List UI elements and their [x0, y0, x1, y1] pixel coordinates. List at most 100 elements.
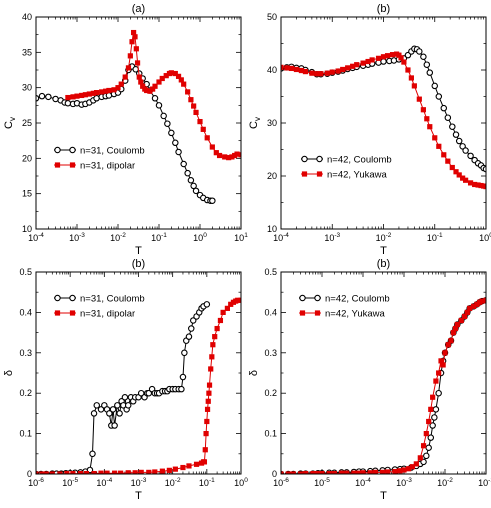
y-tick-label: 0.3	[19, 348, 32, 358]
data-point	[479, 298, 485, 304]
data-point	[454, 321, 460, 328]
data-point	[178, 77, 184, 83]
data-point	[338, 470, 345, 474]
data-point	[436, 143, 442, 149]
data-point	[319, 470, 325, 474]
x-tick-label: 10-2	[437, 477, 453, 488]
data-point	[39, 471, 45, 474]
legend-label: n=31, Coulomb	[80, 146, 145, 157]
data-point	[456, 172, 462, 178]
series-1	[36, 301, 211, 474]
legend-label: n=31, dipolar	[80, 309, 135, 320]
data-point	[442, 350, 448, 356]
data-point	[181, 81, 187, 87]
series-2	[36, 297, 241, 474]
data-point	[367, 470, 373, 474]
data-point	[423, 431, 429, 437]
legend-marker	[314, 294, 321, 302]
x-axis-label: T	[380, 490, 387, 502]
data-point	[449, 164, 455, 171]
x-tick-label: 10-1	[478, 477, 491, 488]
data-point	[401, 467, 407, 473]
data-point	[416, 96, 422, 102]
data-point	[116, 410, 123, 417]
x-tick-label: 10-4	[28, 232, 44, 243]
data-point	[405, 67, 411, 73]
data-point	[159, 75, 165, 82]
data-point	[140, 83, 146, 89]
data-point	[79, 92, 85, 99]
data-point	[202, 447, 208, 453]
data-point	[420, 443, 427, 449]
data-point	[172, 466, 178, 472]
data-point	[156, 79, 162, 85]
data-point	[203, 431, 209, 437]
data-point	[228, 301, 234, 307]
data-point	[372, 469, 378, 474]
y-tick-label: 0.5	[19, 267, 32, 277]
data-point	[309, 70, 315, 76]
legend-marker	[54, 294, 61, 302]
data-point	[444, 114, 452, 121]
data-point	[203, 301, 211, 308]
data-point	[138, 79, 144, 85]
data-point	[467, 305, 473, 311]
legend-marker	[316, 155, 323, 163]
data-point	[201, 459, 208, 465]
panel-2: 10-4 10-3 10-2 10-1 100 10 20 30 40 50 (b) T Cv n=42,…	[248, 3, 491, 257]
legend-label: n=42, Yukawa	[327, 170, 387, 181]
data-point	[197, 118, 203, 125]
legend: n=42, Coulomb n=42, Yukawa	[299, 294, 390, 320]
series-2	[65, 29, 241, 161]
data-point	[65, 94, 71, 101]
data-point	[475, 182, 481, 188]
x-tick-label: 10-4	[273, 232, 289, 243]
data-point	[285, 471, 291, 474]
panel-title: (b)	[377, 3, 390, 15]
data-point	[297, 471, 304, 474]
data-point	[467, 152, 474, 160]
data-point	[302, 68, 309, 75]
data-point	[397, 468, 403, 474]
data-point	[335, 68, 341, 74]
data-point	[450, 330, 456, 336]
data-point	[430, 394, 436, 400]
data-point	[86, 91, 92, 97]
x-tick-label: 100	[234, 477, 248, 488]
data-point	[164, 120, 171, 127]
x-tick-label: 10-5	[314, 477, 330, 488]
data-point	[43, 471, 49, 474]
x-tick-label: 10-6	[273, 477, 289, 488]
legend-marker	[316, 171, 323, 177]
data-point	[303, 470, 309, 474]
x-tick-label: 10-3	[324, 232, 340, 243]
data-point	[360, 60, 366, 66]
data-point	[445, 342, 451, 348]
data-point	[432, 406, 440, 413]
data-point	[315, 470, 321, 474]
data-point	[185, 333, 193, 340]
data-point	[137, 389, 145, 397]
data-point	[379, 469, 386, 474]
data-point	[129, 39, 135, 45]
legend-marker	[299, 294, 306, 302]
x-tick-label: 10-3	[69, 232, 85, 243]
x-tick-label: 10-4	[96, 477, 112, 488]
y-tick-label: 10	[267, 224, 277, 234]
plot-frame	[280, 271, 487, 475]
series-1	[36, 63, 216, 204]
x-tick-label: 10-6	[28, 477, 44, 488]
y-tick-label: 0.5	[264, 267, 277, 277]
data-point	[124, 402, 132, 409]
data-point	[109, 406, 117, 413]
data-point	[150, 86, 156, 92]
data-point	[160, 112, 167, 120]
data-point	[229, 154, 235, 160]
data-point	[103, 88, 109, 94]
data-point	[130, 29, 137, 36]
data-point	[411, 83, 417, 89]
data-point	[184, 169, 191, 177]
data-point	[77, 470, 84, 474]
y-tick-label: 40	[267, 65, 277, 75]
